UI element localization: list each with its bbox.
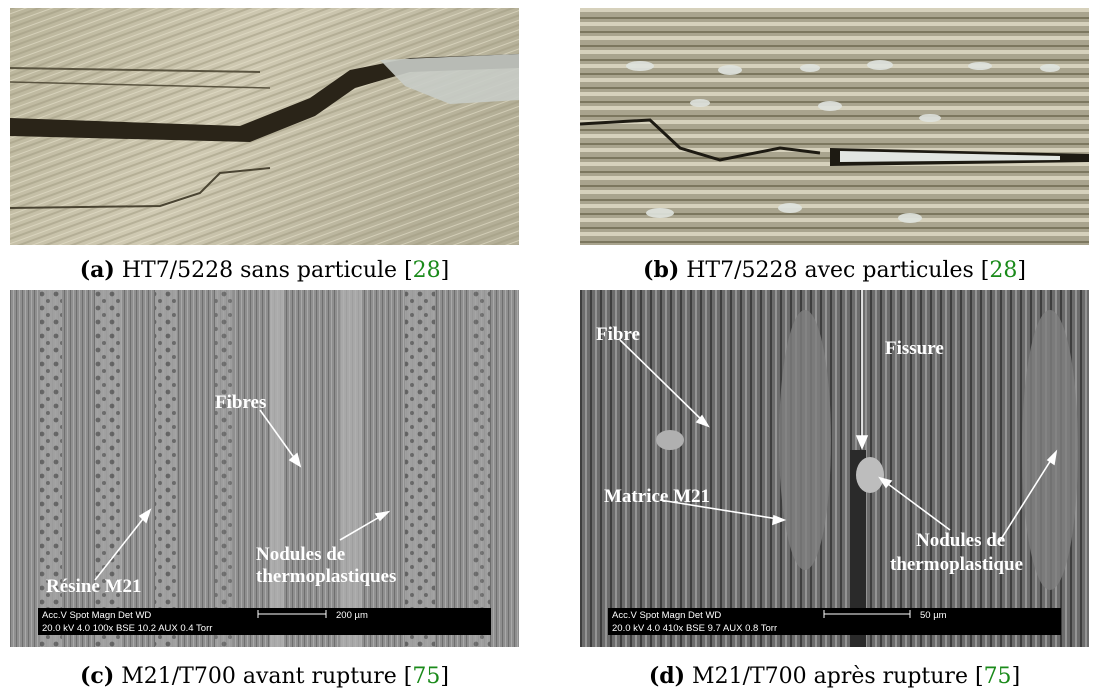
label-nodules: Nodules de: [916, 530, 1005, 551]
caption-tag: (d): [648, 663, 686, 689]
label-fibre: Fibre: [596, 324, 640, 345]
caption-text: HT7/5228 sans particule: [121, 258, 398, 283]
label-thermoplastiques: thermoplastiques: [256, 566, 396, 587]
sem-param-line2: 20.0 kV 4.0 410x BSE 9.7 AUX 0.8 Torr: [612, 623, 777, 634]
scale-bar-label: 200 µm: [336, 610, 368, 621]
caption-tag: (a): [79, 257, 115, 283]
caption-b: (b) HT7/5228 avec particules [28]: [643, 257, 1026, 283]
micrograph-a: [10, 8, 519, 245]
citation-link[interactable]: 28: [989, 258, 1018, 283]
citation-link[interactable]: 75: [412, 664, 441, 689]
label-resine: Résine M21: [46, 576, 142, 597]
micrograph-b: [580, 8, 1089, 245]
label-nodules: Nodules de: [256, 544, 345, 565]
sem-param-line2: 20.0 kV 4.0 100x BSE 10.2 AUX 0.4 Torr: [42, 623, 212, 634]
label-fissure: Fissure: [885, 338, 944, 359]
sem-image-d: Fibre Fissure Matrice M21 Nodules de the…: [580, 290, 1089, 647]
label-thermoplastique: thermoplastique: [890, 554, 1023, 575]
sem-info-bar: Acc.V Spot Magn Det WD 20.0 kV 4.0 100x …: [38, 608, 491, 635]
caption-tag: (c): [80, 663, 115, 689]
label-fibres: Fibres: [215, 392, 266, 413]
caption-text: M21/T700 avant rupture: [121, 664, 397, 689]
caption-d: (d) M21/T700 après rupture [75]: [648, 663, 1021, 689]
caption-tag: (b): [643, 257, 680, 283]
sem-param-line1: Acc.V Spot Magn Det WD: [42, 610, 151, 621]
citation-link[interactable]: 75: [983, 664, 1012, 689]
label-matrice: Matrice M21: [604, 486, 710, 507]
sem-info-bar: Acc.V Spot Magn Det WD 20.0 kV 4.0 410x …: [608, 608, 1061, 635]
caption-a: (a) HT7/5228 sans particule [28]: [79, 257, 450, 283]
caption-text: M21/T700 après rupture: [692, 664, 968, 689]
citation-link[interactable]: 28: [412, 258, 441, 283]
sem-param-line1: Acc.V Spot Magn Det WD: [612, 610, 721, 621]
caption-text: HT7/5228 avec particules: [686, 258, 974, 283]
scale-bar-label: 50 µm: [920, 610, 947, 621]
sem-image-c: Fibres Résine M21 Nodules de thermoplast…: [10, 290, 519, 647]
caption-c: (c) M21/T700 avant rupture [75]: [80, 663, 449, 689]
